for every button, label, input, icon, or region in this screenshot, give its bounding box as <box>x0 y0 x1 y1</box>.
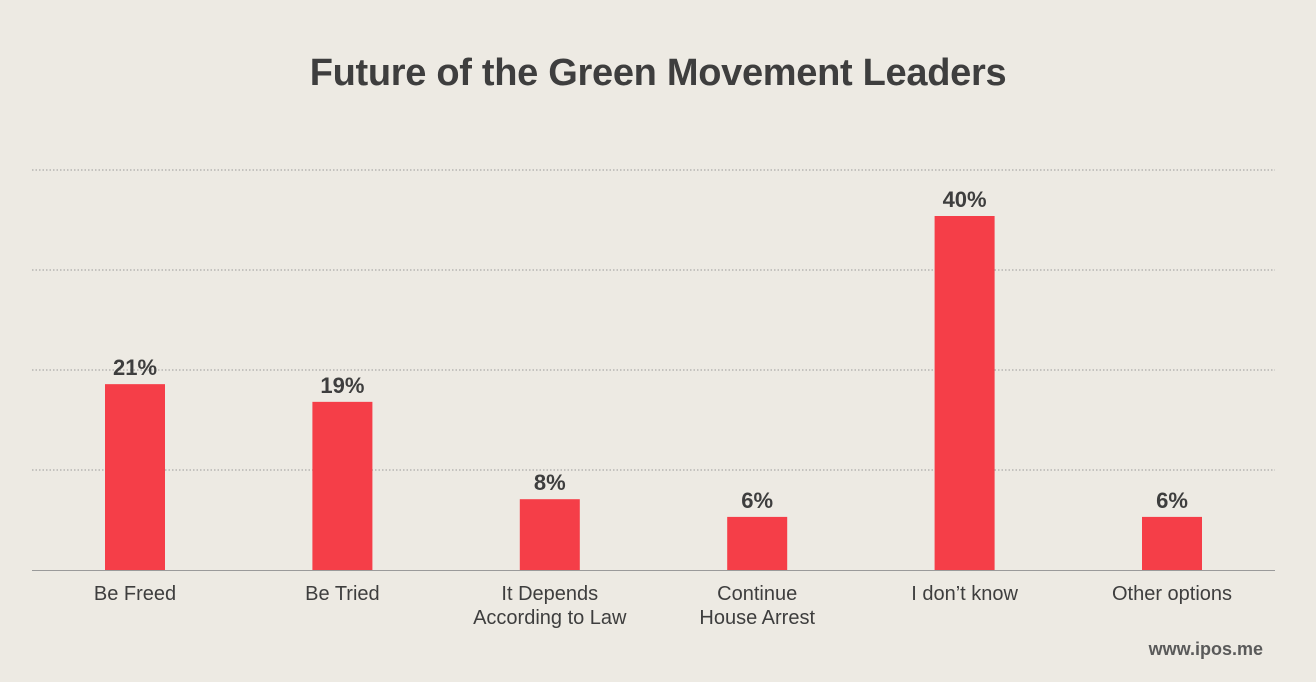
bar <box>934 216 995 570</box>
category-label: Other options <box>1112 583 1232 605</box>
gridlines <box>32 169 1275 471</box>
bar <box>312 401 373 570</box>
category-labels: Be Freed Be Tried It Depends According to L… <box>94 583 1232 629</box>
bar <box>1142 516 1202 570</box>
value-label: 21% <box>113 355 157 380</box>
bars <box>105 216 1202 570</box>
bar <box>105 384 165 570</box>
category-label: I don’t know <box>911 583 1018 605</box>
chart-title: Future of the Green Movement Leaders <box>309 52 1007 94</box>
source-watermark: www.ipos.me <box>1148 639 1263 659</box>
category-label: It Depends According to Law <box>473 583 627 629</box>
category-label: Be Tried <box>305 583 379 605</box>
bar <box>519 499 580 570</box>
bar <box>727 516 788 570</box>
value-label: 6% <box>1156 488 1188 513</box>
category-label: Continue House Arrest <box>699 583 815 629</box>
value-label: 40% <box>943 187 987 212</box>
value-label: 6% <box>741 488 773 513</box>
value-label: 8% <box>534 470 566 495</box>
value-labels: 21% 19% 8% 6% 40% 6% <box>113 187 1188 513</box>
value-label: 19% <box>320 373 364 398</box>
category-label: Be Freed <box>94 583 176 605</box>
